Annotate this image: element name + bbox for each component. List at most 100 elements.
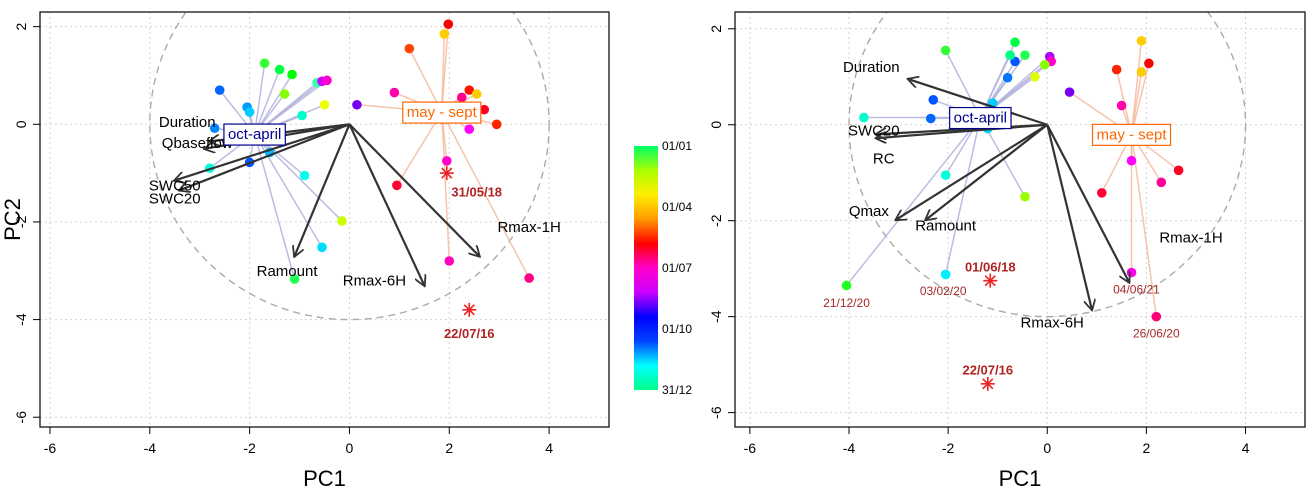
correlation-circle <box>848 12 1247 318</box>
loading-arrow <box>1046 124 1129 282</box>
group-label: may - sept <box>1097 126 1168 143</box>
data-point <box>524 273 534 283</box>
data-point <box>940 45 951 56</box>
plot-frame <box>734 11 1306 428</box>
x-tick-label: 2 <box>445 440 453 456</box>
data-point <box>322 75 332 86</box>
y-tick-label: 2 <box>13 23 29 31</box>
data-point <box>389 87 400 98</box>
data-point <box>1111 64 1122 75</box>
x-tick-label: -2 <box>243 440 256 456</box>
x-tick-label: -6 <box>744 440 757 456</box>
data-point <box>471 89 482 99</box>
variable-label: SWC50 <box>149 177 201 194</box>
group-link-line <box>1130 134 1158 317</box>
data-point <box>928 94 939 105</box>
loading-arrow <box>896 123 1048 220</box>
highlight-date-label: 31/05/18 <box>451 185 502 200</box>
point-date-label: 04/06/21 <box>1113 282 1160 296</box>
data-point <box>1136 35 1147 46</box>
highlight-date-label: 22/07/16 <box>444 326 495 341</box>
group-label-box <box>402 101 482 124</box>
highlight-star-marker <box>980 376 995 391</box>
data-point <box>444 256 455 266</box>
y-tick-label: -4 <box>708 310 724 323</box>
plot-area: 31/05/18 22/07/16 Duration Qbaseflow SWC50SW… <box>40 12 609 427</box>
x-tick-label: 0 <box>1043 440 1051 456</box>
data-point <box>1020 191 1030 202</box>
data-point <box>1126 267 1137 278</box>
data-point <box>214 85 225 95</box>
data-point <box>404 43 415 54</box>
data-point <box>319 99 330 110</box>
y-tick-label: -6 <box>13 411 29 424</box>
plot-area: 01/06/18 22/07/16 21/12/20 03/02/20 04/06/21… <box>735 12 1305 427</box>
loading-arrow <box>926 123 1048 220</box>
group-link-line <box>396 111 443 186</box>
data-point <box>1156 177 1167 188</box>
loading-arrow <box>175 123 350 180</box>
group-link-line <box>441 33 446 113</box>
data-point <box>1116 100 1127 111</box>
data-point <box>464 124 475 134</box>
data-point <box>274 64 285 75</box>
loading-arrow <box>348 123 479 256</box>
data-point <box>287 69 297 80</box>
x-tick-label: -4 <box>843 440 856 456</box>
group-link-line <box>441 111 530 279</box>
loading-arrow <box>908 79 1048 126</box>
data-point <box>1020 50 1030 60</box>
data-point <box>841 280 852 291</box>
y-tick-label: 0 <box>708 121 724 129</box>
variable-label: Ramount <box>915 217 977 234</box>
loading-arrow <box>295 123 351 256</box>
variable-label: Qbaseflow <box>162 135 233 152</box>
data-point <box>317 242 327 253</box>
x-tick-label: 4 <box>545 440 553 456</box>
colorbar-tick-label: 01/01 <box>662 139 692 153</box>
data-point <box>289 274 300 284</box>
data-point <box>337 216 347 226</box>
group-link-line <box>441 112 451 262</box>
variable-label: Duration <box>159 114 216 131</box>
data-point <box>479 104 490 115</box>
data-point <box>464 85 475 95</box>
y-tick-label: -2 <box>708 214 724 227</box>
group-label-box <box>1091 123 1172 146</box>
group-link-line <box>253 69 281 135</box>
group-link-line <box>253 63 266 135</box>
group-link-line <box>944 50 982 118</box>
data-point <box>439 29 450 39</box>
correlation-circle <box>149 12 550 321</box>
x-tick-label: 4 <box>1242 440 1250 456</box>
data-point <box>1144 58 1154 69</box>
loading-arrow <box>180 123 350 190</box>
data-point <box>859 112 869 123</box>
data-point <box>1096 188 1107 198</box>
data-point <box>441 156 452 166</box>
group-label-box <box>223 123 286 146</box>
data-point <box>1010 37 1020 48</box>
group-link-line <box>1130 40 1143 135</box>
y-axis-label: PC2 <box>0 198 25 241</box>
group-label: oct-april <box>954 110 1007 127</box>
colorbar-tick-label: 01/10 <box>662 322 692 336</box>
x-tick-label: 2 <box>1142 440 1150 456</box>
data-point <box>940 269 951 280</box>
colorbar-tick-label: 01/04 <box>662 200 692 214</box>
data-point <box>297 110 307 121</box>
group-link-line <box>253 133 296 280</box>
highlight-star-marker <box>462 302 477 317</box>
data-point <box>1039 59 1050 70</box>
colorbar-tick-label: 31/12 <box>662 383 692 397</box>
loading-arrow <box>876 123 1048 138</box>
data-point <box>1173 165 1184 176</box>
y-tick-label: 2 <box>708 25 724 33</box>
variable-label: Rmax-1H <box>497 219 560 236</box>
variable-label: Ramount <box>257 263 319 280</box>
date-colorbar: 01/01 01/04 01/07 01/10 31/12 <box>634 139 692 397</box>
data-point <box>1151 311 1162 322</box>
variable-label: Rmax-6H <box>1021 314 1084 331</box>
highlight-date-label: 01/06/18 <box>965 260 1016 275</box>
biplot-panel-2: 01/06/18 22/07/16 21/12/20 03/02/20 04/06/21… <box>708 11 1306 491</box>
